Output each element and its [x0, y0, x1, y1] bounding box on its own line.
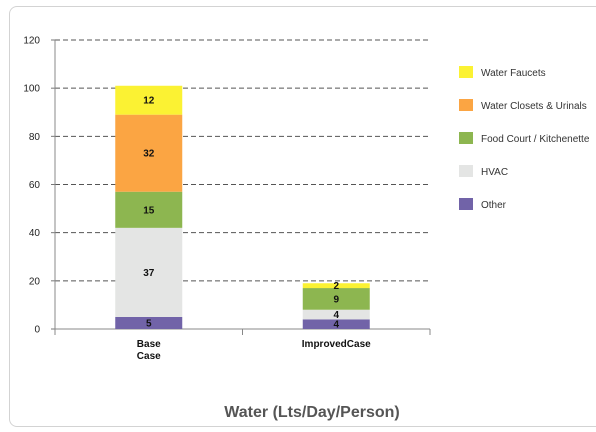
bar-segment — [302, 288, 370, 310]
legend-swatch — [459, 198, 473, 210]
x-category-label: Base — [137, 339, 161, 350]
legend-label: Water Closets & Urinals — [481, 101, 587, 112]
data-label: 9 — [333, 294, 339, 305]
y-tick-label: 20 — [29, 276, 41, 287]
bar-segment — [302, 283, 370, 289]
chart-title: Water (Lts/Day/Person) — [224, 404, 399, 421]
bar-segment — [115, 85, 183, 115]
bar-segment — [115, 316, 183, 329]
y-tick-label: 100 — [23, 84, 40, 95]
chart-frame — [9, 6, 596, 427]
bar-segment — [115, 227, 183, 317]
legend-label: HVAC — [481, 167, 508, 178]
bars — [115, 85, 370, 329]
data-label: 2 — [333, 281, 339, 292]
bar-segment — [302, 319, 370, 329]
legend-swatch — [459, 66, 473, 78]
legend-label: Other — [481, 200, 507, 211]
legend-label: Water Faucets — [481, 68, 546, 79]
y-tick-label: 0 — [34, 325, 40, 336]
data-label: 5 — [146, 318, 152, 329]
x-category-label: ImprovedCase — [302, 339, 371, 350]
data-labels: 5 37 15 32 12 44 9 2 — [143, 96, 339, 331]
x-category-label: Case — [137, 351, 161, 362]
data-label: 15 — [143, 205, 155, 216]
legend-swatch — [459, 99, 473, 111]
bar-segment — [115, 191, 183, 228]
y-tick-label: 40 — [29, 228, 41, 239]
y-tick-label: 80 — [29, 132, 41, 143]
data-label: 4 — [333, 310, 339, 321]
legend-swatch — [459, 165, 473, 177]
y-tick-label: 120 — [23, 36, 40, 47]
data-label: 4 — [333, 320, 339, 331]
legend-swatch — [459, 132, 473, 144]
bar-segment — [302, 309, 370, 320]
legend-label: Food Court / Kitchenette — [481, 134, 590, 145]
gridlines — [55, 39, 430, 282]
data-label: 12 — [143, 96, 155, 107]
bar-segment — [115, 114, 183, 192]
data-label: 37 — [143, 268, 155, 279]
y-tick-label: 60 — [29, 180, 41, 191]
data-label: 32 — [143, 149, 155, 160]
legend: Water Faucets Water Closets & Urinals Food… — [459, 66, 590, 211]
